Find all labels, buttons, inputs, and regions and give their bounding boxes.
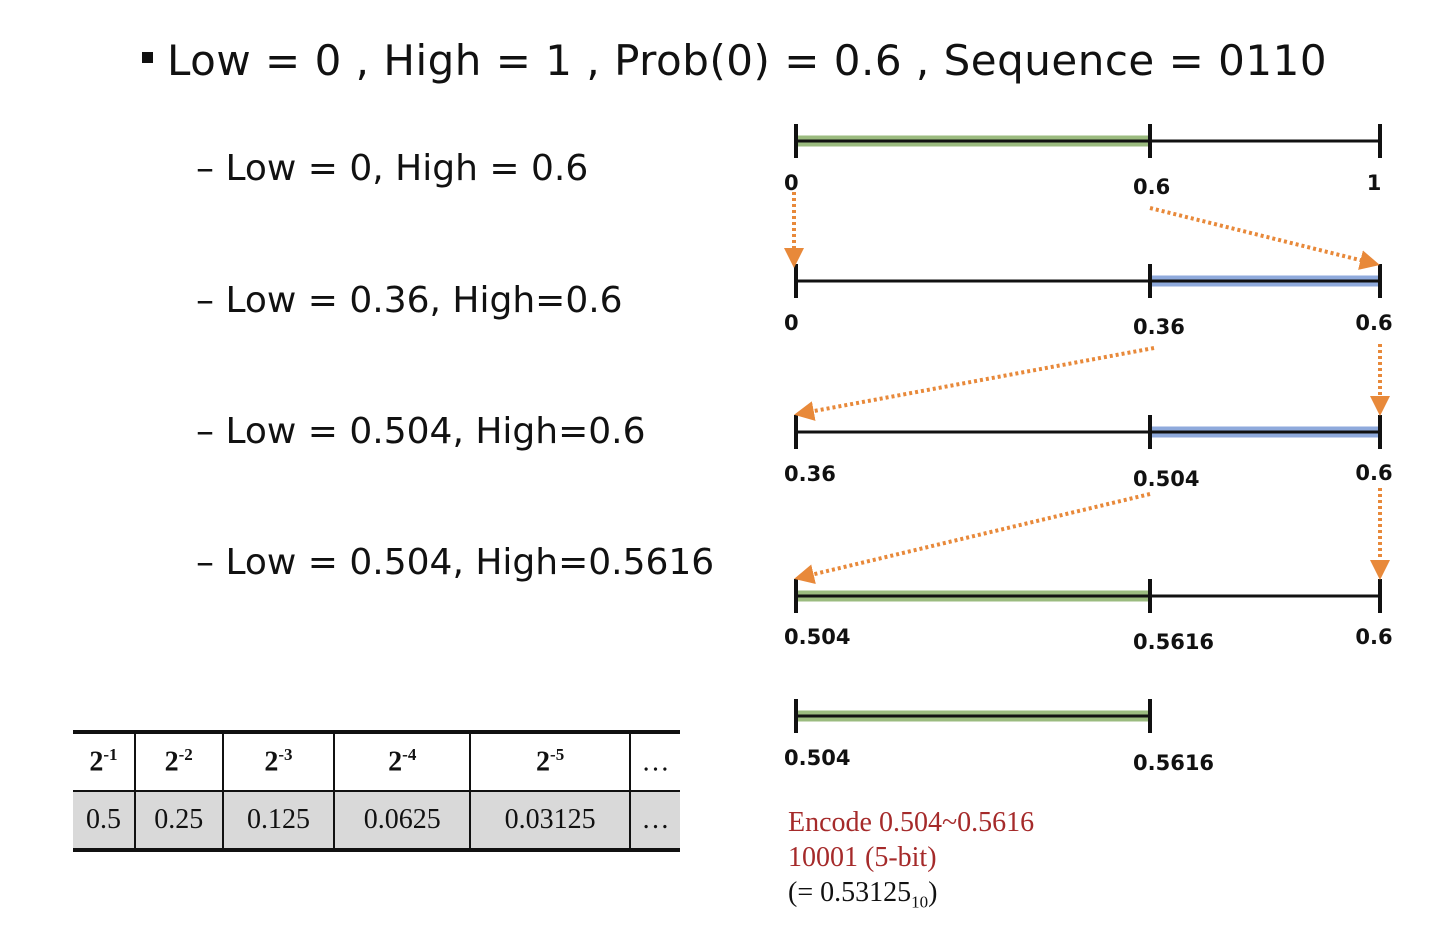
table-header-cell: 2-2 xyxy=(133,730,224,791)
tick-label: 0 xyxy=(784,171,799,195)
encode-note: Encode 0.504~0.5616 10001 (5-bit) (= 0.5… xyxy=(788,805,1034,920)
powers-of-two-table: 2-1 2-2 2-3 2-4 2-5 … 0.5 0.25 0.125 0.0… xyxy=(73,730,680,852)
tick-label: 0.6 xyxy=(1355,625,1392,649)
table-header-row: 2-1 2-2 2-3 2-4 2-5 … xyxy=(73,730,680,791)
table-value-cell: 0.25 xyxy=(133,790,224,852)
arrow-2-left xyxy=(794,346,1155,421)
encode-decimal: (= 0.5312510) xyxy=(788,877,938,912)
table-header-cell: 2-3 xyxy=(221,730,336,791)
tick-label: 0.504 xyxy=(784,746,850,770)
table-value-cell: … xyxy=(629,790,680,852)
step-line-3: – Low = 0.504, High=0.6 xyxy=(196,411,646,452)
table-value-row: 0.5 0.25 0.125 0.0625 0.03125 … xyxy=(73,790,680,852)
tick-label: 0.36 xyxy=(784,462,836,486)
slide-title: Low = 0 , High = 1 , Prob(0) = 0.6 , Seq… xyxy=(142,36,1327,85)
step-line-4: – Low = 0.504, High=0.5616 xyxy=(196,542,715,583)
table-value-cell: 0.125 xyxy=(221,790,336,852)
tick-label: 0.504 xyxy=(1133,467,1199,491)
step-line-1: – Low = 0, High = 0.6 xyxy=(196,148,589,189)
tick-label: 0.36 xyxy=(1133,315,1185,339)
step-line-2: – Low = 0.36, High=0.6 xyxy=(196,280,623,321)
tick-label: 0.6 xyxy=(1355,461,1392,485)
arrow-3-left xyxy=(794,492,1151,585)
tick-label: 0.504 xyxy=(784,625,850,649)
square-bullet-icon xyxy=(142,52,153,63)
tick-label: 0 xyxy=(784,311,799,335)
table-header-cell: … xyxy=(629,730,680,791)
tick-label: 1 xyxy=(1367,171,1382,195)
table-value-cell: 0.0625 xyxy=(333,790,472,852)
encode-bits: 10001 (5-bit) xyxy=(788,842,937,873)
tick-label: 0.5616 xyxy=(1133,630,1214,654)
tick-label: 0.5616 xyxy=(1133,751,1214,775)
table-header-cell: 2-5 xyxy=(469,730,632,791)
table-header-cell: 2-1 xyxy=(73,730,136,791)
encode-range: Encode 0.504~0.5616 xyxy=(788,807,1035,838)
table-value-cell: 0.5 xyxy=(73,790,136,852)
title-text: Low = 0 , High = 1 , Prob(0) = 0.6 , Seq… xyxy=(167,36,1328,85)
table-header-cell: 2-4 xyxy=(333,730,472,791)
tick-label: 0.6 xyxy=(1355,311,1392,335)
arrow-1-right xyxy=(1149,206,1380,270)
tick-label: 0.6 xyxy=(1133,175,1170,199)
table-value-cell: 0.03125 xyxy=(469,790,632,852)
